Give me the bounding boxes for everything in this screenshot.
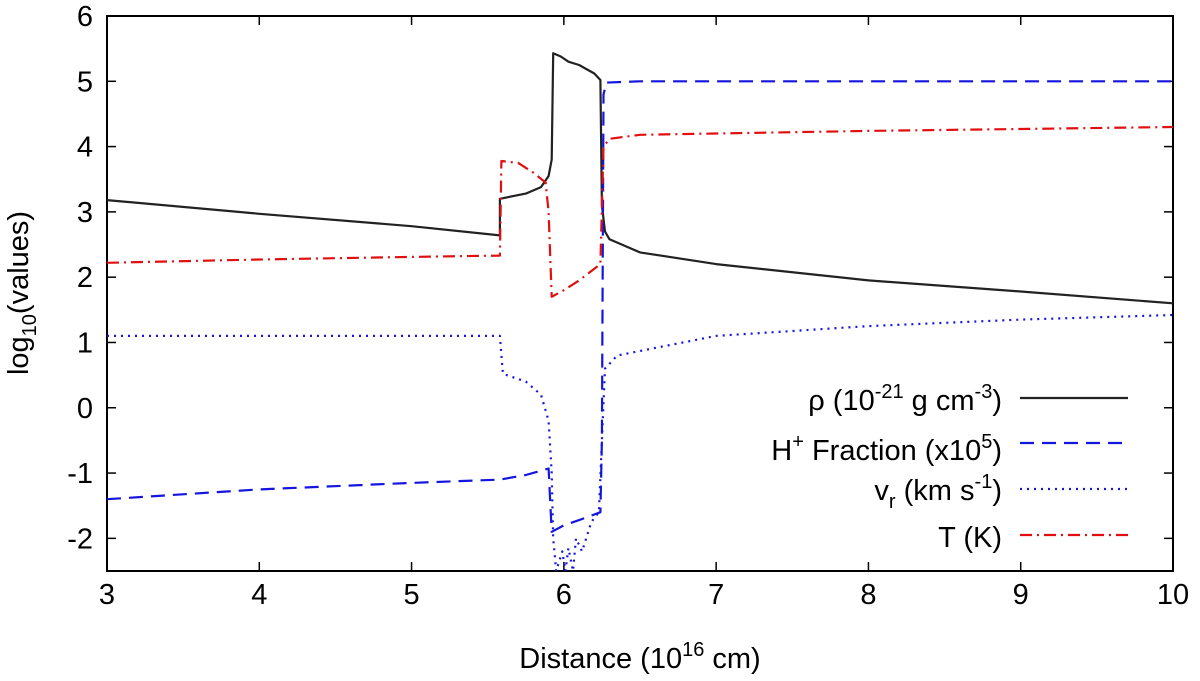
legend-label-hplus: H+ Fraction (x105) [771, 431, 1002, 467]
x-tick-label: 9 [1013, 579, 1029, 611]
legend-label-temp: T (K) [938, 522, 1002, 554]
x-axis-ticks: 3 4 5 6 7 8 9 10 [99, 16, 1189, 611]
y-tick-label: 1 [77, 327, 93, 359]
y-tick-label: -1 [67, 458, 93, 490]
legend-entry-temp: T (K) [938, 522, 1128, 554]
x-tick-label: 5 [404, 579, 420, 611]
y-tick-label: 3 [77, 197, 93, 229]
y-tick-label: 4 [77, 132, 93, 164]
x-tick-label: 4 [251, 579, 267, 611]
legend-entry-vr: vr (km s-1) [874, 471, 1128, 513]
y-tick-label: -2 [67, 523, 93, 555]
plot-frame [106, 15, 1174, 572]
y-axis-label: log10(values) [3, 211, 41, 375]
y-axis-ticks: -2 -1 0 1 2 3 4 5 6 [67, 1, 1173, 555]
legend-label-rho: ρ (10-21 g cm-3) [808, 381, 1002, 417]
series-layer [107, 52, 1173, 571]
x-tick-label: 7 [708, 579, 724, 611]
legend-label-vr: vr (km s-1) [874, 471, 1002, 513]
y-tick-label: 2 [77, 262, 93, 294]
legend-entry-rho: ρ (10-21 g cm-3) [808, 381, 1128, 417]
series-line-temp [107, 125, 1173, 298]
x-tick-label: 6 [556, 579, 572, 611]
y-tick-label: 0 [77, 393, 93, 425]
x-tick-label: 10 [1157, 579, 1189, 611]
y-tick-label: 5 [77, 66, 93, 98]
y-tick-label: 6 [77, 1, 93, 33]
x-tick-label: 8 [860, 579, 876, 611]
series-line-hplus [107, 80, 1173, 533]
series-line-vr [107, 313, 1173, 571]
x-axis-label: Distance (1016 cm) [519, 639, 760, 675]
series-line-rho [107, 52, 1173, 305]
legend: ρ (10-21 g cm-3) H+ Fraction (x105) vr (… [771, 381, 1128, 554]
x-tick-label: 3 [99, 579, 115, 611]
legend-entry-hplus: H+ Fraction (x105) [771, 431, 1128, 467]
